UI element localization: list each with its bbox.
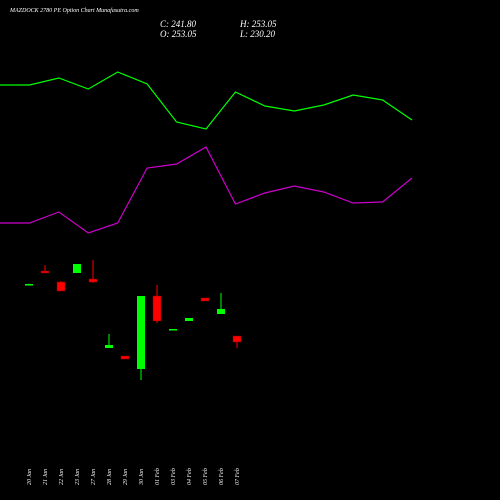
ohlc-open: O: 253.05	[160, 29, 197, 39]
chart-title: MAZDOCK 2780 PE Option Chart Munafasutra…	[9, 7, 139, 14]
candle-body	[25, 284, 33, 286]
candle-body	[137, 296, 145, 369]
candle-body	[88, 278, 98, 283]
candle-body	[105, 344, 113, 348]
candle-body	[40, 270, 50, 274]
candle-body	[73, 264, 81, 273]
x-tick-label: 20 Jan	[27, 469, 33, 485]
x-tick-label: 22 Jan	[59, 469, 65, 485]
x-tick-label: 23 Jan	[75, 469, 81, 485]
x-tick-label: 27 Jan	[91, 469, 97, 485]
x-tick-label: 07 Feb	[235, 468, 241, 485]
ohlc-close: C: 241.80	[160, 19, 197, 29]
x-tick-label: 28 Jan	[107, 469, 113, 485]
x-tick-label: 03 Feb	[171, 468, 177, 485]
x-tick-label: 04 Feb	[186, 468, 193, 485]
candle-body	[232, 335, 242, 343]
x-tick-label: 21 Jan	[43, 469, 49, 485]
ohlc-low: L: 230.20	[239, 29, 276, 39]
candle-body	[120, 355, 130, 360]
indicator-line	[0, 146, 413, 234]
candle-body	[217, 308, 225, 314]
candle-body	[152, 295, 162, 322]
x-tick-label: 01 Feb	[155, 468, 161, 485]
indicator-line	[0, 71, 413, 130]
candle-body	[200, 297, 210, 302]
ohlc-high: H: 253.05	[239, 19, 277, 29]
x-tick-label: 29 Jan	[123, 469, 129, 485]
candle-body	[169, 328, 177, 331]
candle-body	[185, 318, 193, 321]
candle-body	[56, 281, 66, 292]
x-tick-label: 05 Feb	[203, 468, 209, 485]
x-tick-label: 30 Jan	[139, 469, 145, 486]
x-tick-label: 06 Feb	[219, 468, 225, 485]
